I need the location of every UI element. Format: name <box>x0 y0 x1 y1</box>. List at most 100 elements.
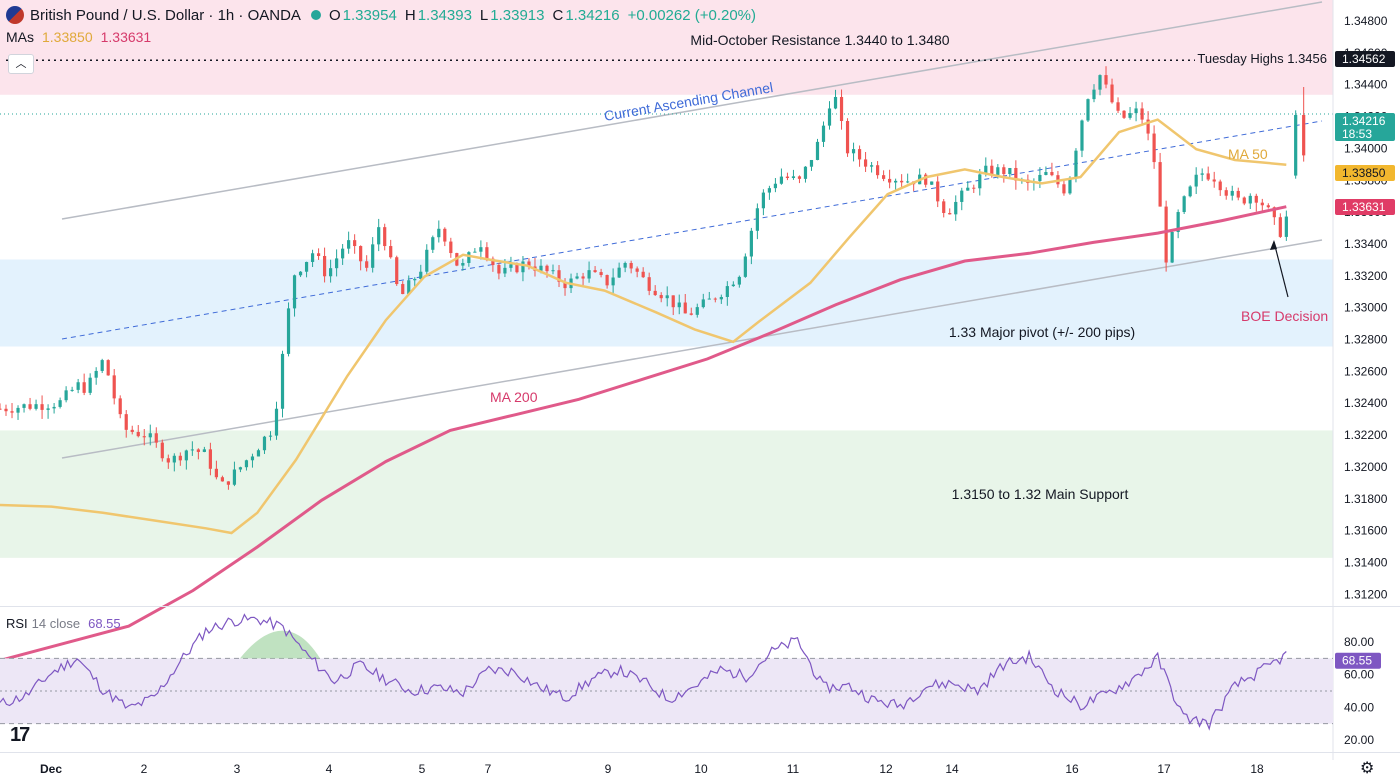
candle <box>557 265 561 288</box>
candle-body <box>725 286 729 297</box>
candle-body <box>100 360 104 371</box>
ma200-line <box>0 205 1287 662</box>
y-tick-label: 1.32400 <box>1344 396 1388 410</box>
candle <box>208 442 212 476</box>
market-status-icon <box>310 10 321 20</box>
candle <box>851 142 856 162</box>
candle-body <box>112 375 116 399</box>
candle <box>106 359 110 376</box>
candle-body <box>268 435 273 437</box>
candle-body <box>1248 195 1252 204</box>
candle <box>605 274 609 289</box>
candle <box>791 169 796 180</box>
candle-body <box>1170 231 1174 263</box>
symbol-title[interactable]: British Pound / U.S. Dollar · 1h · OANDA <box>30 6 301 24</box>
time-axis[interactable]: Dec 2 3 4 5 7 9 10 11 12 14 16 17 18 <box>0 752 1400 777</box>
candle-body <box>1134 108 1138 114</box>
ma-legend[interactable]: MAs 1.33850 1.33631 <box>6 29 151 45</box>
candle-body <box>924 174 928 185</box>
candle-body <box>954 201 958 215</box>
candle-body <box>190 449 194 451</box>
candle <box>413 277 417 287</box>
candle-body <box>515 264 519 273</box>
candle-body <box>1074 150 1078 178</box>
candle-body <box>130 429 134 432</box>
candle-body <box>196 449 200 452</box>
candle-body <box>467 252 471 263</box>
candle <box>286 302 291 357</box>
candle <box>46 404 50 419</box>
candle <box>1170 229 1174 264</box>
candle <box>761 189 765 216</box>
candle-body <box>785 176 790 179</box>
candle-body <box>82 382 86 393</box>
tradingview-logo-icon[interactable]: 17 <box>10 724 30 746</box>
lines-layer <box>0 1 1333 459</box>
candle-body <box>857 149 862 160</box>
candle <box>635 266 639 278</box>
candle-body <box>124 414 128 430</box>
candle-body <box>365 261 369 268</box>
candle-body <box>779 176 784 184</box>
candle <box>467 251 471 267</box>
x-tick-label: 7 <box>485 762 492 776</box>
candle <box>443 227 447 247</box>
candle-body <box>34 404 38 409</box>
chevron-up-icon[interactable]: ︿ <box>8 54 34 74</box>
candle-body <box>1092 89 1096 100</box>
candle-body <box>1116 102 1120 111</box>
candle-body <box>28 404 32 409</box>
candle-body <box>551 270 555 272</box>
candle-body <box>1002 167 1006 175</box>
candle <box>22 403 26 413</box>
candle-body <box>815 141 820 160</box>
candle-body <box>966 187 970 191</box>
candle <box>1164 200 1168 272</box>
candle <box>473 248 477 253</box>
boe-arrow-head <box>1270 240 1277 250</box>
candle-body <box>40 404 44 410</box>
candle <box>365 255 369 272</box>
candle-body <box>1038 174 1042 182</box>
candle <box>623 261 627 273</box>
candle-body <box>202 449 206 452</box>
candle <box>827 101 832 130</box>
ma-legend-label: MAs <box>6 29 34 45</box>
candle <box>166 454 170 469</box>
candle <box>1188 185 1192 198</box>
candle-body <box>611 277 615 286</box>
candle <box>755 203 759 240</box>
candle <box>587 261 591 283</box>
candle <box>653 285 657 296</box>
candle-body <box>491 258 495 266</box>
candle <box>353 234 357 254</box>
candle <box>1248 193 1252 209</box>
candle <box>966 181 970 191</box>
candle-body <box>581 276 585 279</box>
rsi-legend[interactable]: RSI 14 close 68.55 <box>6 616 121 631</box>
candle <box>1152 125 1156 169</box>
rsi-pane[interactable]: 80.00 60.00 40.00 20.00 68.55 <box>0 606 1400 748</box>
candle <box>1098 74 1102 96</box>
y-tick-label: 1.32600 <box>1344 364 1388 378</box>
candle <box>178 452 182 466</box>
candle-body <box>395 257 399 285</box>
candle <box>1122 110 1126 120</box>
candle-body <box>743 256 747 277</box>
candle-body <box>821 125 826 142</box>
candle-body <box>485 247 489 259</box>
candle <box>942 199 946 218</box>
candle-body <box>1182 196 1186 213</box>
candle-body <box>942 201 946 213</box>
candle-body <box>341 248 345 259</box>
candle-body <box>292 275 297 309</box>
candle-body <box>22 404 26 408</box>
candle <box>1050 162 1054 177</box>
candle-body <box>94 370 98 378</box>
candle-body <box>900 180 904 183</box>
price-axis[interactable]: 1.348001.346001.344001.342001.340001.338… <box>1332 0 1400 760</box>
candle <box>575 272 579 280</box>
gear-icon[interactable]: ⚙ <box>1360 760 1375 777</box>
candle-body <box>906 181 910 183</box>
